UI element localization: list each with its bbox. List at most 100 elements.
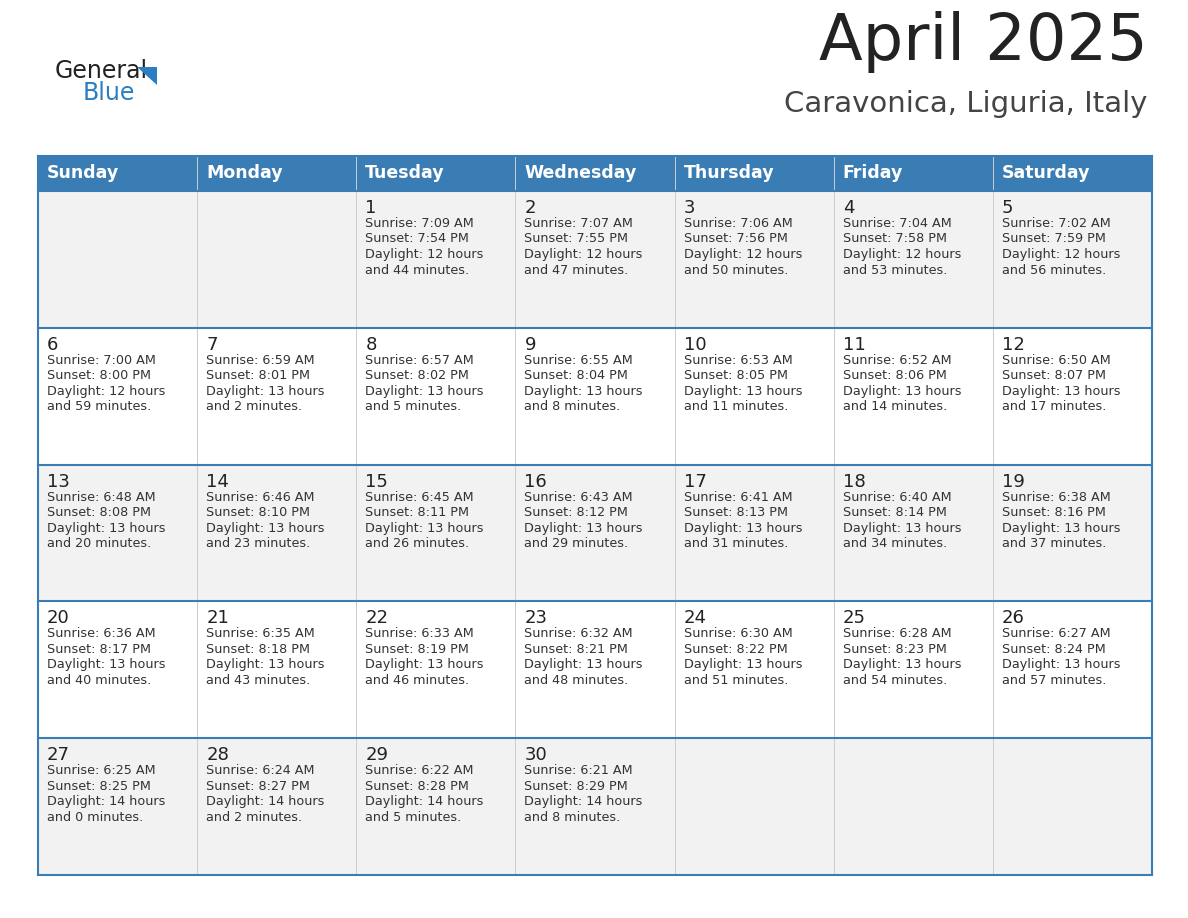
Text: Sunrise: 6:35 AM: Sunrise: 6:35 AM — [207, 627, 315, 641]
Text: 17: 17 — [683, 473, 707, 490]
Text: 1: 1 — [365, 199, 377, 217]
Text: Daylight: 14 hours: Daylight: 14 hours — [365, 795, 484, 808]
Text: Sunrise: 6:57 AM: Sunrise: 6:57 AM — [365, 353, 474, 367]
Text: and 37 minutes.: and 37 minutes. — [1001, 537, 1106, 550]
Text: Sunset: 8:28 PM: Sunset: 8:28 PM — [365, 779, 469, 793]
Text: Sunday: Sunday — [48, 164, 119, 183]
Text: Sunrise: 6:59 AM: Sunrise: 6:59 AM — [207, 353, 315, 367]
Text: and 8 minutes.: and 8 minutes. — [524, 400, 620, 413]
Text: Daylight: 12 hours: Daylight: 12 hours — [48, 385, 165, 397]
Text: Blue: Blue — [83, 81, 135, 105]
Text: 7: 7 — [207, 336, 217, 353]
Text: and 31 minutes.: and 31 minutes. — [683, 537, 788, 550]
Text: Sunset: 8:01 PM: Sunset: 8:01 PM — [207, 369, 310, 382]
Text: Sunrise: 6:46 AM: Sunrise: 6:46 AM — [207, 490, 315, 504]
Text: Sunset: 8:10 PM: Sunset: 8:10 PM — [207, 506, 310, 519]
Text: Sunrise: 6:52 AM: Sunrise: 6:52 AM — [842, 353, 952, 367]
Text: 9: 9 — [524, 336, 536, 353]
Text: Sunset: 8:04 PM: Sunset: 8:04 PM — [524, 369, 628, 382]
Text: Daylight: 13 hours: Daylight: 13 hours — [207, 385, 324, 397]
Text: and 51 minutes.: and 51 minutes. — [683, 674, 788, 687]
Text: Sunrise: 6:32 AM: Sunrise: 6:32 AM — [524, 627, 633, 641]
Text: Sunset: 8:25 PM: Sunset: 8:25 PM — [48, 779, 151, 793]
Text: Sunrise: 6:33 AM: Sunrise: 6:33 AM — [365, 627, 474, 641]
Text: Sunset: 7:55 PM: Sunset: 7:55 PM — [524, 232, 628, 245]
Bar — [38, 738, 1152, 875]
Bar — [38, 328, 1152, 465]
Text: Daylight: 13 hours: Daylight: 13 hours — [683, 385, 802, 397]
Text: Daylight: 14 hours: Daylight: 14 hours — [207, 795, 324, 808]
Text: and 59 minutes.: and 59 minutes. — [48, 400, 151, 413]
Text: Sunset: 8:17 PM: Sunset: 8:17 PM — [48, 643, 151, 655]
Text: Sunset: 7:59 PM: Sunset: 7:59 PM — [1001, 232, 1106, 245]
Text: Sunrise: 6:22 AM: Sunrise: 6:22 AM — [365, 764, 474, 778]
Text: and 50 minutes.: and 50 minutes. — [683, 263, 788, 276]
Text: 12: 12 — [1001, 336, 1025, 353]
Text: Sunrise: 6:27 AM: Sunrise: 6:27 AM — [1001, 627, 1111, 641]
Text: and 54 minutes.: and 54 minutes. — [842, 674, 947, 687]
Text: and 0 minutes.: and 0 minutes. — [48, 811, 144, 823]
Text: Sunrise: 6:55 AM: Sunrise: 6:55 AM — [524, 353, 633, 367]
Text: Sunset: 8:07 PM: Sunset: 8:07 PM — [1001, 369, 1106, 382]
Text: Sunset: 7:56 PM: Sunset: 7:56 PM — [683, 232, 788, 245]
Text: and 57 minutes.: and 57 minutes. — [1001, 674, 1106, 687]
Text: 24: 24 — [683, 610, 707, 627]
Text: Sunrise: 6:28 AM: Sunrise: 6:28 AM — [842, 627, 952, 641]
Text: Sunset: 8:11 PM: Sunset: 8:11 PM — [365, 506, 469, 519]
Text: Daylight: 13 hours: Daylight: 13 hours — [207, 658, 324, 671]
Text: Sunset: 8:29 PM: Sunset: 8:29 PM — [524, 779, 628, 793]
Text: and 34 minutes.: and 34 minutes. — [842, 537, 947, 550]
Text: 6: 6 — [48, 336, 58, 353]
Text: Daylight: 13 hours: Daylight: 13 hours — [48, 521, 165, 534]
Text: 4: 4 — [842, 199, 854, 217]
Text: Daylight: 12 hours: Daylight: 12 hours — [683, 248, 802, 261]
Text: Daylight: 13 hours: Daylight: 13 hours — [1001, 521, 1120, 534]
Text: 5: 5 — [1001, 199, 1013, 217]
Text: and 14 minutes.: and 14 minutes. — [842, 400, 947, 413]
Text: April 2025: April 2025 — [820, 11, 1148, 73]
Text: Daylight: 12 hours: Daylight: 12 hours — [365, 248, 484, 261]
Text: and 5 minutes.: and 5 minutes. — [365, 400, 461, 413]
Text: Daylight: 12 hours: Daylight: 12 hours — [524, 248, 643, 261]
Text: Daylight: 13 hours: Daylight: 13 hours — [842, 658, 961, 671]
Text: Saturday: Saturday — [1001, 164, 1091, 183]
Text: and 2 minutes.: and 2 minutes. — [207, 400, 302, 413]
Text: 18: 18 — [842, 473, 866, 490]
Text: Sunrise: 6:25 AM: Sunrise: 6:25 AM — [48, 764, 156, 778]
Text: Sunrise: 7:09 AM: Sunrise: 7:09 AM — [365, 217, 474, 230]
Text: Sunrise: 7:04 AM: Sunrise: 7:04 AM — [842, 217, 952, 230]
Text: Daylight: 13 hours: Daylight: 13 hours — [683, 658, 802, 671]
Text: Sunrise: 6:21 AM: Sunrise: 6:21 AM — [524, 764, 633, 778]
Text: Daylight: 13 hours: Daylight: 13 hours — [207, 521, 324, 534]
Text: 23: 23 — [524, 610, 548, 627]
Text: 11: 11 — [842, 336, 866, 353]
Text: and 5 minutes.: and 5 minutes. — [365, 811, 461, 823]
Text: Daylight: 13 hours: Daylight: 13 hours — [365, 385, 484, 397]
Text: Sunset: 8:06 PM: Sunset: 8:06 PM — [842, 369, 947, 382]
Text: Sunrise: 6:30 AM: Sunrise: 6:30 AM — [683, 627, 792, 641]
Text: and 46 minutes.: and 46 minutes. — [365, 674, 469, 687]
Text: Sunrise: 7:02 AM: Sunrise: 7:02 AM — [1001, 217, 1111, 230]
Text: 20: 20 — [48, 610, 70, 627]
Text: and 48 minutes.: and 48 minutes. — [524, 674, 628, 687]
Text: Daylight: 12 hours: Daylight: 12 hours — [1001, 248, 1120, 261]
Text: 19: 19 — [1001, 473, 1025, 490]
Text: Sunset: 8:05 PM: Sunset: 8:05 PM — [683, 369, 788, 382]
Text: 3: 3 — [683, 199, 695, 217]
Bar — [38, 191, 1152, 328]
Text: Sunset: 8:23 PM: Sunset: 8:23 PM — [842, 643, 947, 655]
Text: and 53 minutes.: and 53 minutes. — [842, 263, 947, 276]
Text: Caravonica, Liguria, Italy: Caravonica, Liguria, Italy — [784, 90, 1148, 118]
Text: Daylight: 13 hours: Daylight: 13 hours — [48, 658, 165, 671]
Text: Daylight: 13 hours: Daylight: 13 hours — [683, 521, 802, 534]
Text: Sunset: 8:21 PM: Sunset: 8:21 PM — [524, 643, 628, 655]
Text: Sunset: 8:27 PM: Sunset: 8:27 PM — [207, 779, 310, 793]
Text: 8: 8 — [365, 336, 377, 353]
Text: and 40 minutes.: and 40 minutes. — [48, 674, 151, 687]
Bar — [38, 601, 1152, 738]
Text: 30: 30 — [524, 746, 548, 764]
Text: Sunrise: 7:00 AM: Sunrise: 7:00 AM — [48, 353, 156, 367]
Text: Sunrise: 6:43 AM: Sunrise: 6:43 AM — [524, 490, 633, 504]
Text: Friday: Friday — [842, 164, 903, 183]
Bar — [38, 156, 1152, 191]
